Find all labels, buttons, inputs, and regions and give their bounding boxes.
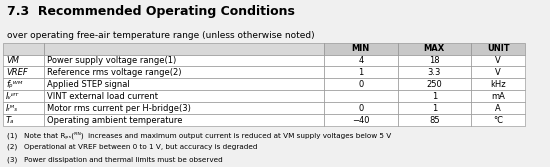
Bar [43, 78, 324, 90]
Bar [324, 66, 398, 78]
Text: fₚᵂᴹ: fₚᵂᴹ [6, 80, 23, 89]
Text: 1: 1 [432, 92, 437, 101]
Bar [43, 90, 324, 102]
Bar [471, 66, 525, 78]
Text: UNIT: UNIT [487, 44, 509, 53]
Text: VINT external load current: VINT external load current [47, 92, 158, 101]
Bar [324, 43, 398, 54]
Text: 18: 18 [429, 56, 439, 65]
Text: °C: °C [493, 116, 503, 125]
Text: (3)   Power dissipation and thermal limits must be observed: (3) Power dissipation and thermal limits… [7, 156, 222, 163]
Bar [471, 43, 525, 54]
Bar [324, 78, 398, 90]
Text: 1: 1 [358, 68, 364, 77]
Bar [3, 54, 43, 66]
Text: VREF: VREF [6, 68, 28, 77]
Text: Motor rms current per H-bridge(3): Motor rms current per H-bridge(3) [47, 104, 191, 113]
Bar [3, 78, 43, 90]
Bar [471, 90, 525, 102]
Text: Power supply voltage range(1): Power supply voltage range(1) [47, 56, 176, 65]
Text: kHz: kHz [491, 80, 506, 89]
Text: MAX: MAX [424, 44, 445, 53]
Text: A: A [496, 104, 501, 113]
Text: 250: 250 [426, 80, 442, 89]
Bar [398, 66, 471, 78]
Bar [471, 102, 525, 114]
Bar [3, 66, 43, 78]
Text: (1)   Note that Rₚₛ(ᴿᴺ)  increases and maximum output current is reduced at VM s: (1) Note that Rₚₛ(ᴿᴺ) increases and maxi… [7, 131, 391, 139]
Text: Operating ambient temperature: Operating ambient temperature [47, 116, 183, 125]
Bar [324, 90, 398, 102]
Text: Iᵣᴹₛ: Iᵣᴹₛ [6, 104, 18, 113]
Bar [3, 102, 43, 114]
Bar [43, 54, 324, 66]
Bar [471, 54, 525, 66]
Text: over operating free-air temperature range (unless otherwise noted): over operating free-air temperature rang… [7, 31, 314, 40]
Text: 0: 0 [358, 104, 364, 113]
Text: −40: −40 [352, 116, 370, 125]
Bar [324, 102, 398, 114]
Bar [324, 114, 398, 126]
Text: Tₐ: Tₐ [6, 116, 14, 125]
Text: Reference rms voltage range(2): Reference rms voltage range(2) [47, 68, 182, 77]
Text: 0: 0 [358, 80, 364, 89]
Bar [3, 114, 43, 126]
Bar [43, 66, 324, 78]
Bar [398, 78, 471, 90]
Text: 1: 1 [432, 104, 437, 113]
Bar [3, 90, 43, 102]
Text: 85: 85 [429, 116, 439, 125]
Text: 4: 4 [358, 56, 364, 65]
Bar [43, 43, 324, 54]
Bar [398, 114, 471, 126]
Bar [3, 43, 43, 54]
Bar [471, 114, 525, 126]
Bar [324, 54, 398, 66]
Text: VM: VM [6, 56, 19, 65]
Bar [43, 114, 324, 126]
Text: V: V [496, 56, 501, 65]
Bar [398, 54, 471, 66]
Bar [398, 43, 471, 54]
Text: 7.3  Recommended Operating Conditions: 7.3 Recommended Operating Conditions [7, 5, 294, 18]
Bar [398, 90, 471, 102]
Text: Iᵥᴻᵀ: Iᵥᴻᵀ [6, 92, 19, 101]
Bar [471, 78, 525, 90]
Text: 3.3: 3.3 [427, 68, 441, 77]
Text: mA: mA [491, 92, 505, 101]
Bar [398, 102, 471, 114]
Text: V: V [496, 68, 501, 77]
Text: MIN: MIN [351, 44, 370, 53]
Text: (2)   Operational at VREF between 0 to 1 V, but accuracy is degraded: (2) Operational at VREF between 0 to 1 V… [7, 144, 257, 150]
Text: Applied STEP signal: Applied STEP signal [47, 80, 130, 89]
Bar [43, 102, 324, 114]
